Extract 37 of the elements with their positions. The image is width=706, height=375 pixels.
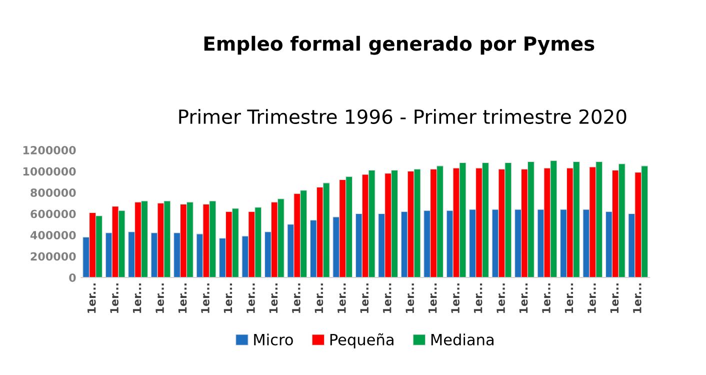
- x-tick-label: 1er...: [542, 283, 550, 313]
- y-tick-label: 1000000: [23, 167, 76, 176]
- x-tick-label: 1er...: [88, 283, 96, 313]
- chart-subtitle: Primer Trimestre 1996 - Primer trimestre 2020: [179, 108, 626, 124]
- y-tick-label: 1200000: [23, 146, 76, 154]
- x-tick-label: 1er...: [246, 283, 255, 313]
- x-tick-label: 1er...: [383, 283, 392, 313]
- y-tick-label: 800000: [30, 188, 76, 197]
- y-tick-label: 600000: [30, 210, 76, 218]
- x-tick-label: 1er...: [633, 283, 642, 313]
- x-tick-label: 1er...: [564, 283, 574, 313]
- x-tick-label: 1er...: [110, 283, 119, 313]
- legend-label: Mediana: [431, 334, 494, 346]
- x-tick-label: 1er...: [406, 283, 414, 313]
- x-tick-label: 1er...: [428, 283, 437, 313]
- x-tick-label: 1er...: [451, 283, 460, 313]
- chart-title: Empleo formal generado por Pymes: [204, 36, 594, 55]
- x-tick-label: 1er...: [360, 283, 369, 313]
- legend-label: Micro: [254, 334, 293, 346]
- legend-label: Pequeña: [330, 333, 394, 348]
- x-tick-label: 1er...: [588, 283, 596, 313]
- x-tick-label: 1er...: [338, 283, 346, 313]
- y-tick-label: 0: [69, 273, 76, 282]
- x-tick-label: 1er...: [474, 283, 482, 313]
- x-tick-label: 1er...: [201, 283, 210, 313]
- x-tick-label: 1er...: [496, 283, 505, 313]
- y-tick-label: 400000: [30, 230, 76, 240]
- x-tick-label: 1er...: [519, 283, 528, 313]
- x-tick-label: 1er...: [269, 283, 278, 313]
- x-tick-label: 1er...: [314, 283, 324, 313]
- x-tick-label: 1er...: [292, 283, 300, 313]
- x-tick-label: 1er...: [156, 283, 164, 313]
- x-tick-label: 1er...: [132, 283, 142, 313]
- x-tick-label: 1er...: [178, 283, 187, 313]
- y-tick-label: 200000: [30, 252, 76, 261]
- x-tick-label: 1er...: [224, 283, 232, 313]
- x-tick-label: 1er...: [610, 283, 619, 313]
